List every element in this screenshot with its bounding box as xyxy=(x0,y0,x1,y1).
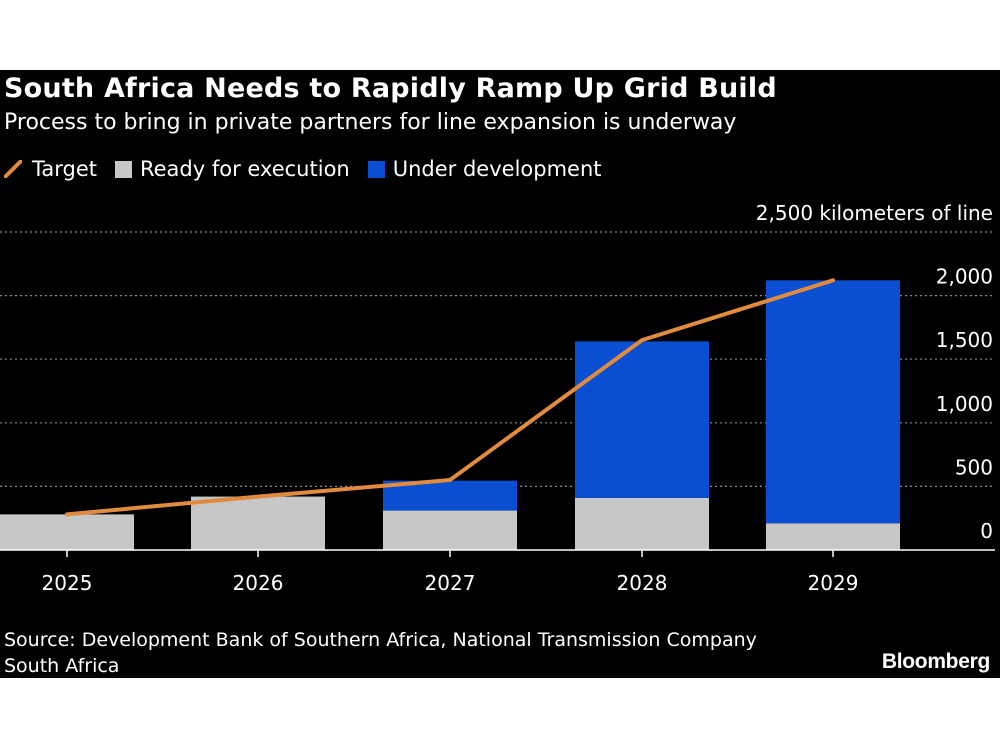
target-line xyxy=(65,278,835,517)
chart-title: South Africa Needs to Rapidly Ramp Up Gr… xyxy=(4,73,777,104)
chart-legend: Target Ready for execution Under develop… xyxy=(4,157,620,181)
chart-subtitle: Process to bring in private partners for… xyxy=(4,110,737,135)
x-tick-label: 2027 xyxy=(425,571,476,595)
bar-ready xyxy=(575,497,709,550)
bar-ready xyxy=(766,523,900,550)
legend-label-ready: Ready for execution xyxy=(139,157,350,181)
legend-item-ready: Ready for execution xyxy=(114,157,350,181)
x-tick-label: 2028 xyxy=(617,571,668,595)
bar-ready xyxy=(0,514,134,550)
y-tick-label: 1,500 xyxy=(936,328,993,352)
x-tick-label: 2029 xyxy=(808,571,859,595)
target-line-icon xyxy=(4,160,22,178)
x-tick-label: 2026 xyxy=(233,571,284,595)
bloomberg-logo: Bloomberg xyxy=(881,650,990,673)
under-development-swatch-icon xyxy=(367,160,385,178)
source-note: Source: Development Bank of Southern Afr… xyxy=(4,629,757,677)
y-tick-label: 2,000 xyxy=(936,265,993,289)
legend-item-under-development: Under development xyxy=(367,157,602,181)
bar-under-development xyxy=(766,280,900,524)
legend-item-target: Target xyxy=(4,157,97,181)
bar-ready xyxy=(191,496,325,550)
chart-frame: South Africa Needs to Rapidly Ramp Up Gr… xyxy=(0,70,1000,678)
bar-under-development xyxy=(575,341,709,498)
x-tick-label: 2025 xyxy=(42,571,93,595)
legend-label-target: Target xyxy=(32,157,97,181)
y-tick-label: 2,500 kilometers of line xyxy=(756,201,993,225)
plot-area: 0 500 1,000 1,500 2,000 2,500 kilometers of l… xyxy=(0,201,995,595)
legend-label-under-development: Under development xyxy=(392,157,602,181)
y-tick-label: 1,000 xyxy=(936,392,993,416)
y-tick-label: 0 xyxy=(980,519,993,543)
y-tick-label: 500 xyxy=(955,455,993,479)
ready-swatch-icon xyxy=(114,160,132,178)
bar-ready xyxy=(383,510,517,550)
